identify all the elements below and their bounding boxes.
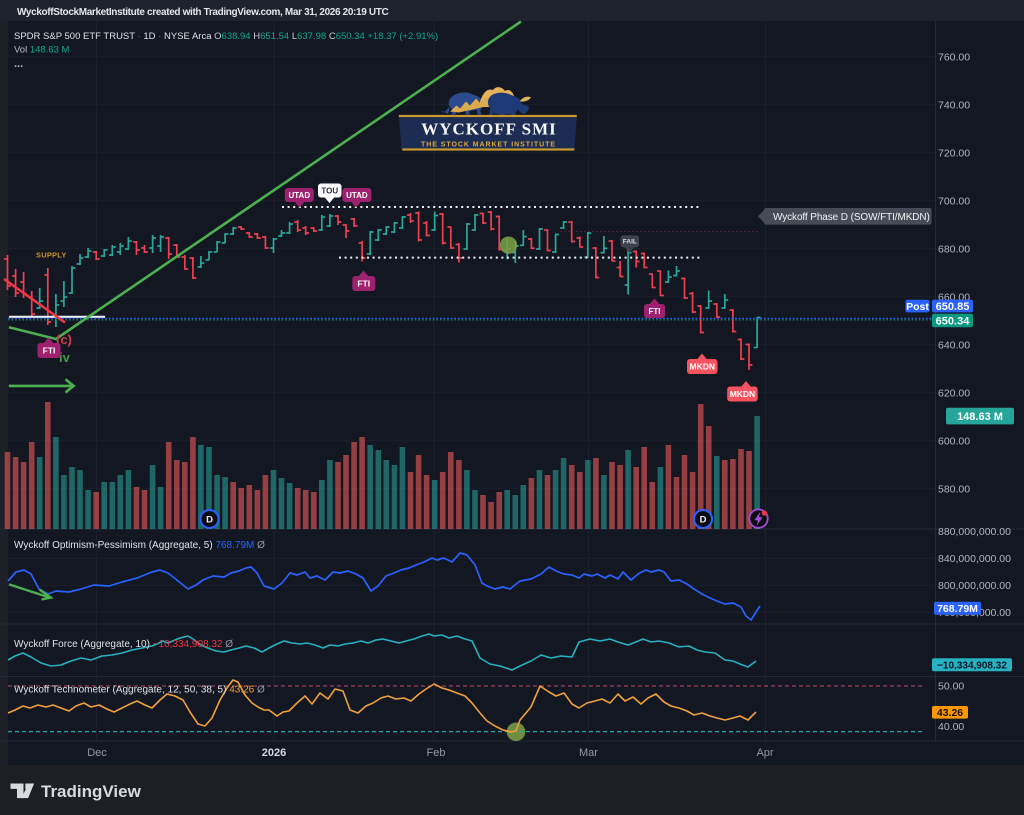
svg-text:640.00: 640.00 [938, 339, 970, 351]
svg-text:Vol 148.63 M: Vol 148.63 M [14, 45, 70, 56]
svg-text:UTAD: UTAD [346, 191, 368, 200]
svg-text:Dec: Dec [87, 747, 107, 759]
svg-text:800,000,000.00: 800,000,000.00 [938, 580, 1011, 592]
svg-text:TradingView: TradingView [41, 782, 142, 801]
svg-text:FTI: FTI [43, 346, 56, 356]
svg-text:50.00: 50.00 [938, 681, 964, 693]
svg-text:740.00: 740.00 [938, 99, 970, 111]
svg-text:760.00: 760.00 [938, 52, 970, 64]
svg-text:SPDR S&P 500 ETF TRUST · 1D ·: SPDR S&P 500 ETF TRUST · 1D · NYSE Arca … [14, 31, 438, 42]
svg-text:650.85: 650.85 [936, 301, 970, 313]
svg-text:FTI: FTI [649, 307, 661, 316]
svg-text:−10,334,908.32: −10,334,908.32 [937, 660, 1007, 671]
svg-text:(c): (c) [56, 332, 72, 347]
svg-text:Wyckoff Technometer (Aggregate: Wyckoff Technometer (Aggregate, 12, 50, … [14, 685, 265, 696]
svg-text:2026: 2026 [262, 747, 286, 759]
svg-text:FTI: FTI [357, 279, 370, 289]
svg-text:Apr: Apr [756, 747, 773, 759]
svg-text:D: D [700, 514, 707, 525]
svg-text:...: ... [14, 58, 23, 70]
svg-text:600.00: 600.00 [938, 435, 970, 447]
svg-text:TOU: TOU [321, 186, 338, 195]
svg-text:SUPPLY: SUPPLY [36, 251, 67, 260]
svg-text:THE STOCK MARKET INSTITUTE: THE STOCK MARKET INSTITUTE [421, 141, 556, 148]
svg-text:650.34: 650.34 [936, 315, 971, 327]
svg-text:MKDN: MKDN [730, 389, 756, 399]
svg-text:700.00: 700.00 [938, 195, 970, 207]
svg-text:WyckoffStockMarketInstitute cr: WyckoffStockMarketInstitute created with… [17, 7, 389, 18]
svg-text:Mar: Mar [579, 747, 598, 759]
svg-text:MKDN: MKDN [690, 362, 716, 372]
svg-text:148.63 M: 148.63 M [957, 411, 1003, 423]
svg-text:40.00: 40.00 [938, 721, 964, 733]
svg-text:Feb: Feb [427, 747, 446, 759]
svg-text:620.00: 620.00 [938, 387, 970, 399]
svg-text:Wyckoff Phase D (SOW/FTI/MKDN): Wyckoff Phase D (SOW/FTI/MKDN) [773, 212, 930, 223]
svg-text:43.26: 43.26 [937, 707, 963, 719]
svg-text:880,000,000.00: 880,000,000.00 [938, 526, 1011, 538]
svg-text:UTAD: UTAD [288, 191, 310, 200]
svg-text:Wyckoff Optimism-Pessimism (Ag: Wyckoff Optimism-Pessimism (Aggregate, 5… [14, 540, 265, 551]
svg-text:Wyckoff Force (Aggregate, 10): Wyckoff Force (Aggregate, 10) −10,334,90… [14, 639, 233, 650]
svg-text:Post: Post [906, 301, 929, 313]
svg-text:840,000,000.00: 840,000,000.00 [938, 553, 1011, 565]
svg-text:720.00: 720.00 [938, 147, 970, 159]
svg-text:680.00: 680.00 [938, 243, 970, 255]
svg-text:768.79M: 768.79M [937, 603, 978, 615]
svg-text:iv: iv [59, 350, 71, 365]
svg-text:580.00: 580.00 [938, 483, 970, 495]
svg-text:FAIL: FAIL [623, 239, 637, 246]
svg-text:D: D [206, 514, 213, 525]
svg-text:WYCKOFF SMI: WYCKOFF SMI [421, 119, 557, 138]
